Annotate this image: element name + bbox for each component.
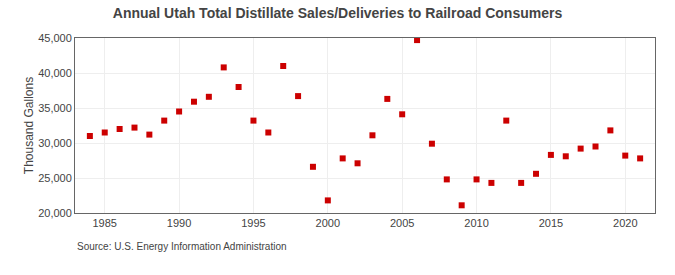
svg-text:2005: 2005 <box>390 217 414 229</box>
svg-text:2015: 2015 <box>539 217 563 229</box>
svg-text:20,000: 20,000 <box>38 207 72 219</box>
svg-text:30,000: 30,000 <box>38 137 72 149</box>
svg-text:1990: 1990 <box>167 217 191 229</box>
svg-text:1995: 1995 <box>241 217 265 229</box>
svg-text:Annual Utah Total Distillate S: Annual Utah Total Distillate Sales/Deliv… <box>113 5 563 21</box>
svg-text:2000: 2000 <box>316 217 340 229</box>
svg-text:2020: 2020 <box>613 217 637 229</box>
svg-text:40,000: 40,000 <box>38 67 72 79</box>
svg-text:35,000: 35,000 <box>38 102 72 114</box>
svg-text:25,000: 25,000 <box>38 172 72 184</box>
svg-text:Thousand Gallons: Thousand Gallons <box>22 77 36 174</box>
svg-text:45,000: 45,000 <box>38 32 72 44</box>
svg-text:Source: U.S. Energy Informatio: Source: U.S. Energy Information Administ… <box>77 241 287 252</box>
svg-text:2010: 2010 <box>464 217 488 229</box>
svg-text:1985: 1985 <box>92 217 116 229</box>
